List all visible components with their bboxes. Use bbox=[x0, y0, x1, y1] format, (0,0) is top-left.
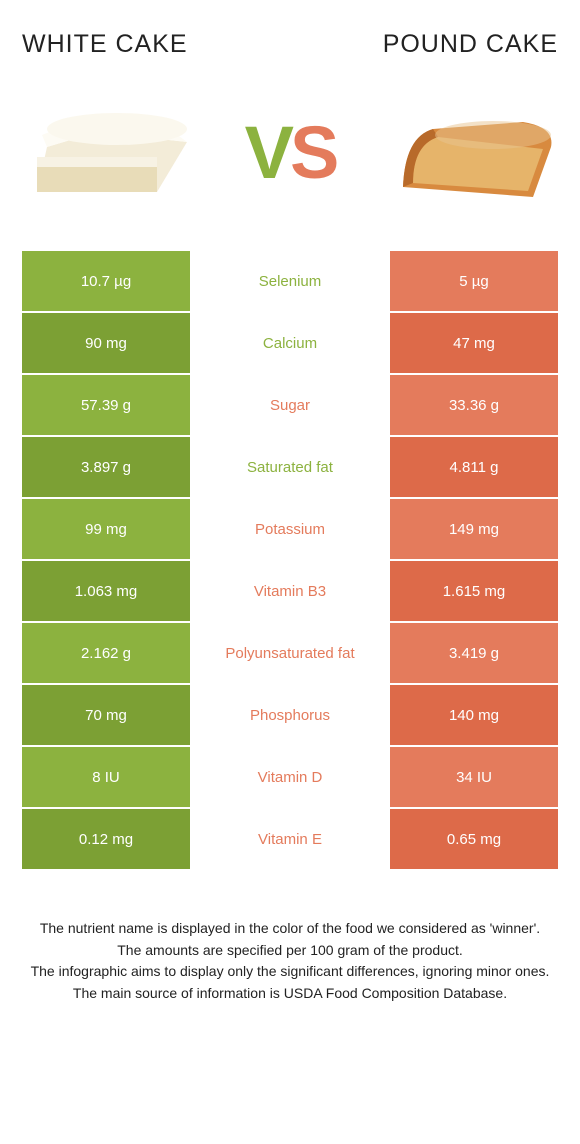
left-value: 0.12 mg bbox=[22, 809, 190, 869]
left-value: 1.063 mg bbox=[22, 561, 190, 621]
left-value: 57.39 g bbox=[22, 375, 190, 435]
table-row: 3.897 gSaturated fat4.811 g bbox=[22, 437, 558, 497]
table-row: 90 mgCalcium47 mg bbox=[22, 313, 558, 373]
table-row: 10.7 µgSelenium5 µg bbox=[22, 251, 558, 311]
nutrient-label: Phosphorus bbox=[190, 685, 390, 745]
left-value: 99 mg bbox=[22, 499, 190, 559]
right-value: 5 µg bbox=[390, 251, 558, 311]
table-row: 8 IUVitamin D34 IU bbox=[22, 747, 558, 807]
left-value: 8 IU bbox=[22, 747, 190, 807]
right-value: 149 mg bbox=[390, 499, 558, 559]
table-row: 57.39 gSugar33.36 g bbox=[22, 375, 558, 435]
nutrient-label: Sugar bbox=[190, 375, 390, 435]
vs-label: VS bbox=[245, 110, 336, 195]
vs-letter-v: V bbox=[245, 110, 290, 195]
white-cake-image bbox=[22, 87, 197, 217]
left-food-title: WHITE CAKE bbox=[22, 30, 188, 59]
right-value: 3.419 g bbox=[390, 623, 558, 683]
footer-line: The main source of information is USDA F… bbox=[22, 984, 558, 1004]
right-value: 4.811 g bbox=[390, 437, 558, 497]
right-value: 34 IU bbox=[390, 747, 558, 807]
left-value: 3.897 g bbox=[22, 437, 190, 497]
footer-line: The amounts are specified per 100 gram o… bbox=[22, 941, 558, 961]
right-value: 0.65 mg bbox=[390, 809, 558, 869]
nutrient-label: Vitamin D bbox=[190, 747, 390, 807]
pound-cake-image bbox=[383, 87, 558, 217]
comparison-table: 10.7 µgSelenium5 µg90 mgCalcium47 mg57.3… bbox=[22, 251, 558, 869]
footer-line: The nutrient name is displayed in the co… bbox=[22, 919, 558, 939]
nutrient-label: Potassium bbox=[190, 499, 390, 559]
left-value: 90 mg bbox=[22, 313, 190, 373]
table-row: 0.12 mgVitamin E0.65 mg bbox=[22, 809, 558, 869]
left-value: 10.7 µg bbox=[22, 251, 190, 311]
nutrient-label: Saturated fat bbox=[190, 437, 390, 497]
table-row: 2.162 gPolyunsaturated fat3.419 g bbox=[22, 623, 558, 683]
nutrient-label: Selenium bbox=[190, 251, 390, 311]
right-food-title: POUND CAKE bbox=[383, 30, 558, 59]
right-value: 140 mg bbox=[390, 685, 558, 745]
table-row: 70 mgPhosphorus140 mg bbox=[22, 685, 558, 745]
left-value: 2.162 g bbox=[22, 623, 190, 683]
nutrient-label: Calcium bbox=[190, 313, 390, 373]
nutrient-label: Vitamin B3 bbox=[190, 561, 390, 621]
nutrient-label: Vitamin E bbox=[190, 809, 390, 869]
table-row: 1.063 mgVitamin B31.615 mg bbox=[22, 561, 558, 621]
hero-row: VS bbox=[22, 77, 558, 227]
table-row: 99 mgPotassium149 mg bbox=[22, 499, 558, 559]
footer-line: The infographic aims to display only the… bbox=[22, 962, 558, 982]
nutrient-label: Polyunsaturated fat bbox=[190, 623, 390, 683]
right-value: 1.615 mg bbox=[390, 561, 558, 621]
left-value: 70 mg bbox=[22, 685, 190, 745]
vs-letter-s: S bbox=[290, 110, 335, 195]
footer-notes: The nutrient name is displayed in the co… bbox=[22, 919, 558, 1003]
right-value: 47 mg bbox=[390, 313, 558, 373]
right-value: 33.36 g bbox=[390, 375, 558, 435]
header-row: WHITE CAKE POUND CAKE bbox=[22, 30, 558, 59]
